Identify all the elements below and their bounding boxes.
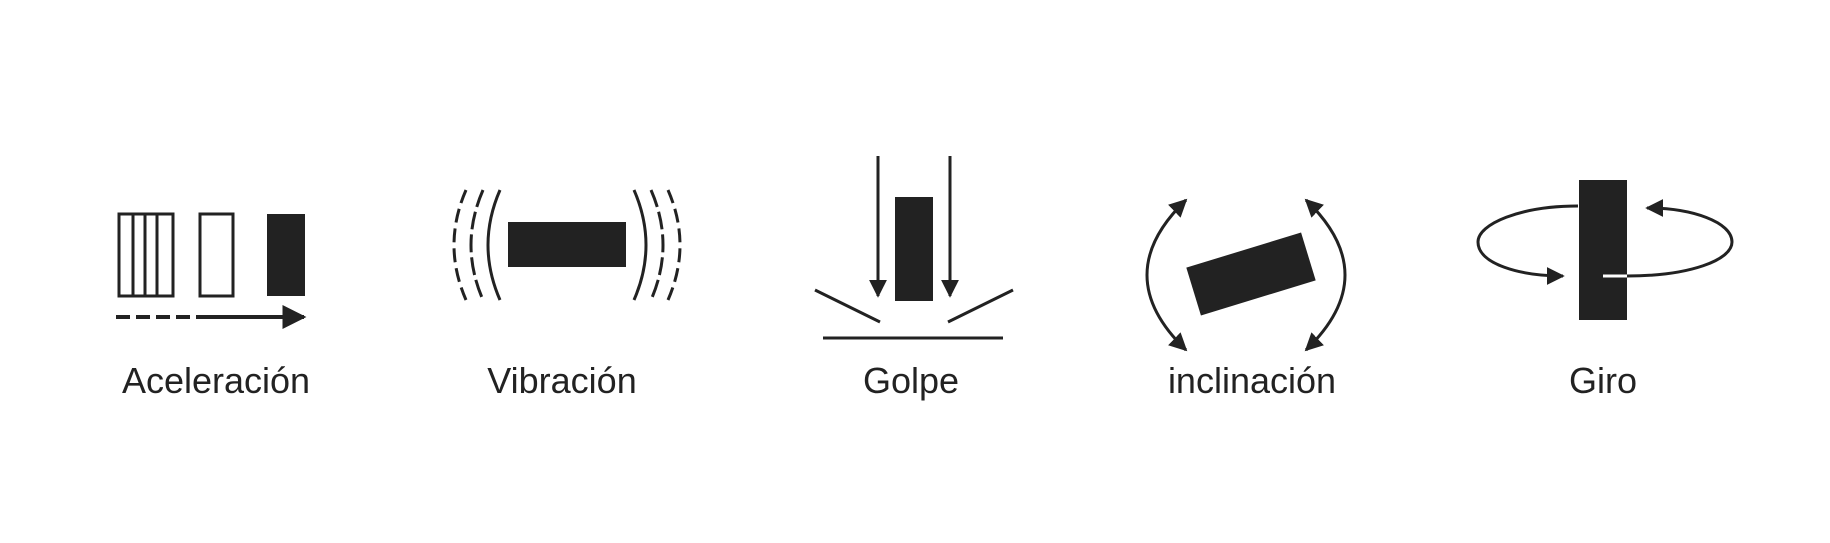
rotation-orbit-front: [1626, 199, 1734, 278]
shock-icon: [814, 156, 1014, 340]
acceleration-outline-box-2: [143, 212, 175, 298]
shock-impact-line-right: [947, 288, 1014, 324]
tilt-label: inclinación: [1168, 360, 1336, 401]
vibration-wave-left-1: [486, 189, 502, 301]
rotation-label: Giro: [1569, 360, 1637, 401]
tilt-solid-block: [1186, 232, 1316, 316]
acceleration-icon: [116, 212, 307, 329]
acceleration-label: Aceleración: [122, 360, 310, 401]
shock-label: Golpe: [863, 360, 959, 401]
vibration-wave-left-2: [469, 189, 485, 301]
shock-impact-line-left: [814, 288, 881, 324]
vibration-wave-right-3: [666, 189, 682, 301]
vibration-label: Vibración: [487, 360, 636, 401]
rotation-icon: [1476, 180, 1734, 320]
acceleration-outline-box-1: [117, 212, 159, 298]
acceleration-outline-box-3: [198, 212, 235, 298]
rotation-solid-block: [1579, 180, 1627, 320]
vibration-wave-right-2: [649, 189, 665, 301]
tilt-arc-right: [1304, 198, 1347, 352]
tilt-arc-left: [1145, 198, 1188, 352]
vibration-icon: [452, 189, 682, 301]
vibration-wave-left-3: [452, 189, 468, 301]
rotation-orbit-back: [1476, 204, 1579, 285]
vibration-wave-right-1: [632, 189, 648, 301]
tilt-icon: [1145, 198, 1347, 352]
acceleration-solid-box: [267, 214, 305, 296]
vibration-solid-block: [508, 222, 626, 267]
shock-solid-block: [895, 197, 933, 301]
